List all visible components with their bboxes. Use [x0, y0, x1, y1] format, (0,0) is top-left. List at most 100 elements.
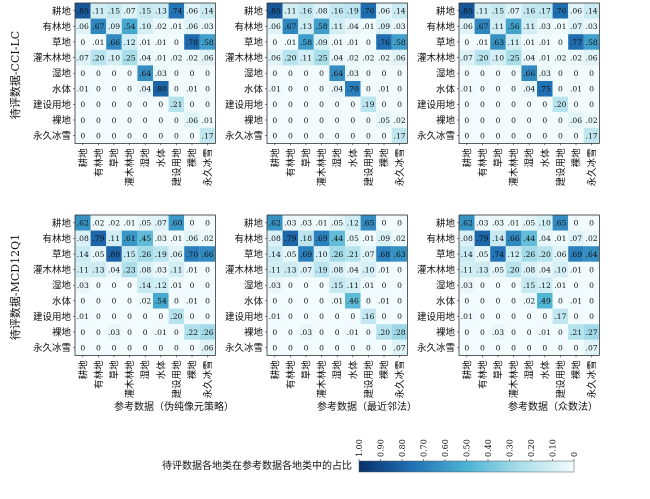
- x-tick-label-forest: 有林地: [477, 360, 489, 389]
- cell-value-label: .01: [77, 85, 89, 94]
- heatmap-cell: [75, 127, 91, 144]
- heatmap-cell: [568, 18, 584, 35]
- heatmap-cell: [391, 34, 408, 50]
- heatmap-cell: [184, 3, 200, 19]
- cell-value-label: 0: [574, 69, 579, 78]
- cell-value-label: 0: [464, 100, 469, 109]
- cell-value-label: 0: [350, 343, 355, 352]
- cell-value-label: 0: [127, 116, 132, 125]
- cell-value-label: 0: [272, 69, 277, 78]
- cell-value-label: .44: [523, 234, 535, 243]
- heatmap-cell: [282, 112, 299, 128]
- cell-value-label: .69: [570, 250, 582, 259]
- heatmap-cell: [282, 3, 299, 19]
- heatmap-cell: [329, 246, 345, 262]
- heatmap-cell: [199, 277, 216, 293]
- heatmap-cell: [360, 293, 377, 309]
- cell-value-label: 0: [480, 343, 485, 352]
- cell-value-label: 0: [542, 116, 547, 125]
- heatmap-cell: [153, 339, 169, 356]
- heatmap-cell: [313, 261, 330, 278]
- cell-value-label: .65: [362, 219, 374, 228]
- x-tick-label-water: 水体: [155, 148, 167, 168]
- cell-value-label: .15: [108, 7, 120, 16]
- cell-value-label: 0: [382, 312, 387, 321]
- cell-value-label: 0: [589, 265, 594, 274]
- heatmap-cell: [521, 308, 537, 325]
- cell-value-label: .25: [316, 53, 328, 62]
- cell-value-label: 0: [496, 85, 501, 94]
- heatmap-cell: [90, 230, 107, 247]
- heatmap-cell: [391, 18, 408, 35]
- cell-value-label: 0: [319, 297, 324, 306]
- cell-value-label: 0: [397, 265, 402, 274]
- heatmap-cell: [521, 96, 537, 113]
- cell-value-label: .01: [362, 22, 374, 31]
- cell-value-label: .01: [554, 281, 566, 290]
- cell-value-label: .09: [378, 234, 390, 243]
- heatmap-cell: [184, 81, 200, 97]
- heatmap-cell: [168, 96, 185, 113]
- cell-value-label: .01: [284, 38, 296, 47]
- heatmap-cell: [459, 246, 475, 262]
- cell-value-label: .85: [461, 7, 473, 16]
- heatmap-cell: [345, 215, 361, 231]
- heatmap-cell: [537, 112, 553, 128]
- x-tick-label-snow-ice: 永久冰雪: [586, 360, 598, 398]
- cell-value-label: .06: [202, 53, 214, 62]
- heatmap-cell: [121, 277, 138, 293]
- cell-value-label: .85: [77, 7, 89, 16]
- cell-value-label: .01: [461, 312, 473, 321]
- heatmap-cell: [568, 3, 584, 19]
- cell-value-label: .25: [508, 53, 520, 62]
- heatmap-cell: [376, 49, 392, 66]
- heatmap-cell: [90, 261, 107, 278]
- heatmap-cell: [505, 127, 522, 144]
- cell-value-label: .85: [269, 7, 281, 16]
- heatmap-cell: [267, 49, 283, 66]
- cell-value-label: .03: [539, 69, 551, 78]
- cell-value-label: .01: [155, 38, 167, 47]
- heatmap-cell: [75, 112, 91, 128]
- heatmap-cell: [490, 215, 506, 231]
- heatmap-cell: [121, 49, 138, 66]
- cell-value-label: .03: [492, 328, 504, 337]
- heatmap-cell: [137, 324, 153, 340]
- cell-value-label: .04: [331, 85, 343, 94]
- cell-value-label: 0: [143, 312, 148, 321]
- heatmap-cell: [552, 261, 569, 278]
- cell-value-label: 0: [272, 116, 277, 125]
- heatmap-cell: [505, 293, 522, 309]
- cell-value-label: 0: [480, 328, 485, 337]
- heatmap-cell: [267, 34, 283, 50]
- heatmap-cell: [282, 49, 299, 66]
- heatmap-cell: [345, 81, 361, 97]
- heatmap-cell: [121, 96, 138, 113]
- heatmap-cell: [568, 81, 584, 97]
- heatmap-cell: [313, 18, 330, 35]
- heatmap-cell: [391, 230, 408, 247]
- heatmap-cell: [505, 261, 522, 278]
- cell-value-label: .02: [362, 53, 374, 62]
- x-tick-label-built-up: 建设用地: [555, 360, 567, 399]
- y-tick-label-bare: 裸地: [436, 327, 456, 339]
- heatmap-cell: [391, 293, 408, 309]
- heatmap-cell: [505, 112, 522, 128]
- heatmap-cell: [474, 81, 491, 97]
- cell-value-label: .26: [139, 250, 151, 259]
- cell-value-label: .23: [124, 265, 136, 274]
- cell-value-label: .74: [170, 7, 182, 16]
- cell-value-label: .06: [394, 53, 406, 62]
- cell-value-label: 0: [464, 343, 469, 352]
- y-tick-label-wetland: 湿地: [436, 68, 456, 80]
- heatmap-cell: [267, 277, 283, 293]
- y-tick-label-grassland: 草地: [52, 37, 72, 49]
- cell-value-label: .14: [269, 250, 281, 259]
- heatmap-cell: [329, 215, 345, 231]
- cell-value-label: .70: [347, 85, 359, 94]
- heatmap-cell: [376, 65, 392, 81]
- heatmap-cell: [537, 324, 553, 340]
- heatmap-cell: [298, 215, 314, 231]
- heatmap-cell: [376, 18, 392, 35]
- cell-value-label: 0: [319, 85, 324, 94]
